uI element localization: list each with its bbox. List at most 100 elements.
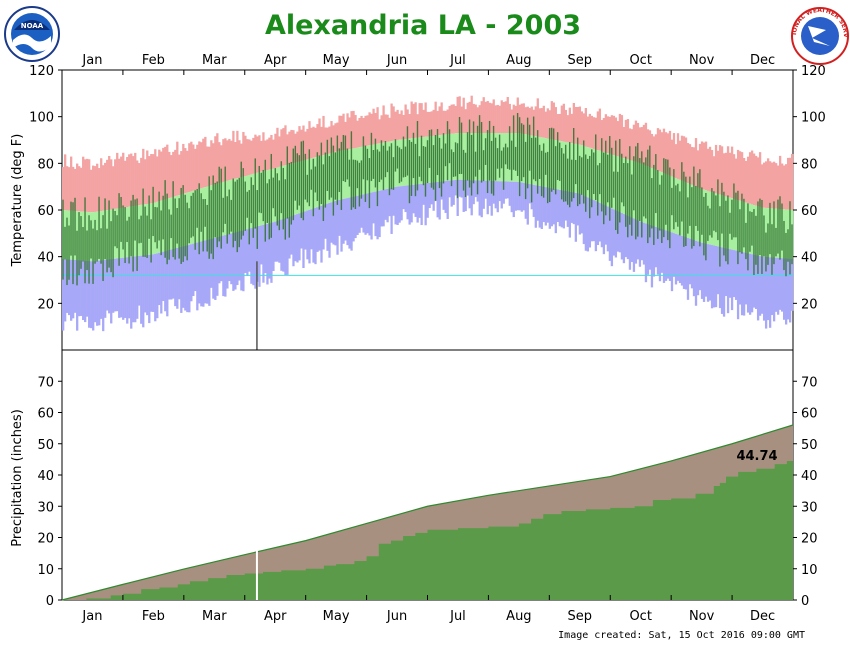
record-high-band-day bbox=[378, 119, 381, 144]
observed-temp-bar bbox=[753, 209, 755, 275]
record-low-band-day bbox=[126, 257, 129, 324]
record-low-band-day bbox=[120, 258, 123, 318]
temp-tick-label: 40 bbox=[37, 251, 54, 266]
temp-tick-label-right: 40 bbox=[801, 251, 818, 266]
record-high-band-day bbox=[686, 142, 690, 184]
record-low-band-day bbox=[730, 249, 734, 311]
observed-temp-bar bbox=[394, 139, 397, 172]
record-high-band-day bbox=[136, 160, 139, 206]
record-low-band-day bbox=[106, 259, 109, 311]
record-high-band-day bbox=[530, 106, 533, 136]
record-low-band-day bbox=[738, 251, 742, 305]
record-low-band-day bbox=[544, 187, 547, 226]
month-label-top: Dec bbox=[750, 53, 775, 68]
observed-temp-bar bbox=[548, 128, 551, 203]
observed-temp-bar bbox=[108, 200, 110, 268]
record-low-band-day bbox=[366, 193, 369, 234]
observed-temp-bar bbox=[617, 171, 619, 234]
observed-temp-bar bbox=[310, 169, 313, 190]
record-low-band-day bbox=[578, 193, 582, 235]
record-high-band-day bbox=[352, 110, 355, 149]
record-low-band-day bbox=[134, 256, 137, 323]
record-high-band-day bbox=[374, 112, 377, 145]
record-high-band-day bbox=[660, 132, 664, 173]
observed-temp-bar bbox=[130, 200, 132, 257]
observed-temp-bar bbox=[378, 151, 381, 183]
record-low-band-day bbox=[596, 201, 600, 246]
observed-temp-bar bbox=[581, 157, 583, 195]
record-low-band-day bbox=[282, 218, 285, 272]
record-high-band-day bbox=[596, 111, 600, 151]
record-high-band-day bbox=[102, 165, 105, 211]
record-high-band-day bbox=[150, 154, 153, 204]
record-low-band-day bbox=[442, 181, 445, 210]
record-high-band-day bbox=[66, 166, 69, 211]
observed-temp-bar bbox=[440, 148, 443, 197]
record-high-band-day bbox=[218, 142, 221, 184]
observed-temp-bar bbox=[400, 149, 403, 182]
record-high-band-day bbox=[758, 152, 762, 207]
observed-temp-bar bbox=[783, 220, 785, 271]
record-high-band-day bbox=[742, 157, 746, 202]
record-low-band-day bbox=[218, 236, 221, 284]
record-high-band-day bbox=[154, 149, 157, 203]
record-high-band-day bbox=[130, 153, 133, 207]
record-high-band-day bbox=[602, 117, 606, 153]
observed-temp-bar bbox=[605, 140, 607, 216]
observed-temp-bar bbox=[254, 158, 256, 229]
record-high-band-day bbox=[280, 129, 283, 167]
temp-tick-label: 20 bbox=[37, 297, 54, 312]
record-low-band-day bbox=[518, 182, 521, 211]
record-low-band-day bbox=[214, 237, 217, 300]
observed-temp-bar bbox=[681, 162, 683, 222]
record-high-band-day bbox=[480, 101, 483, 133]
record-high-band-day bbox=[576, 107, 580, 145]
record-high-band-day bbox=[674, 144, 678, 179]
observed-temp-bar bbox=[697, 173, 699, 231]
record-high-band-day bbox=[298, 126, 301, 162]
record-high-band-day bbox=[350, 111, 353, 149]
observed-temp-bar bbox=[100, 228, 102, 264]
observed-temp-bar bbox=[422, 146, 425, 186]
observed-temp-bar bbox=[448, 129, 451, 164]
record-high-band-day bbox=[486, 100, 489, 133]
record-high-band-day bbox=[702, 142, 706, 190]
record-low-band-day bbox=[66, 259, 69, 313]
observed-temp-bar bbox=[392, 157, 395, 190]
record-low-band-day bbox=[340, 199, 343, 252]
observed-temp-bar bbox=[558, 142, 561, 181]
record-high-band-day bbox=[552, 102, 555, 140]
record-low-band-day bbox=[348, 197, 351, 249]
record-low-band-day bbox=[128, 257, 131, 319]
observed-temp-bar bbox=[370, 132, 373, 182]
record-high-band-day bbox=[492, 99, 495, 133]
record-high-band-day bbox=[726, 146, 730, 198]
observed-temp-bar bbox=[661, 175, 663, 244]
precip-tick-label-right: 40 bbox=[801, 469, 818, 484]
precip-tick-label: 40 bbox=[37, 469, 54, 484]
observed-temp-bar bbox=[192, 192, 194, 237]
record-low-band-day bbox=[210, 238, 213, 288]
record-low-band-day bbox=[748, 253, 752, 315]
record-low-band-day bbox=[750, 254, 754, 313]
record-low-band-day bbox=[296, 214, 299, 263]
precip-tick-label: 0 bbox=[46, 594, 54, 609]
month-label-bottom: Jul bbox=[449, 609, 466, 624]
observed-temp-bar bbox=[623, 162, 625, 207]
observed-temp-bar bbox=[723, 191, 725, 256]
observed-temp-bar bbox=[348, 159, 351, 187]
record-low-band-day bbox=[638, 221, 642, 267]
observed-temp-bar bbox=[687, 197, 689, 234]
record-low-band-day bbox=[776, 257, 780, 315]
record-low-band-day bbox=[700, 242, 704, 299]
record-low-band-day bbox=[132, 256, 135, 323]
record-high-band-day bbox=[482, 97, 485, 133]
record-high-band-day bbox=[84, 159, 87, 212]
record-low-band-day bbox=[260, 225, 263, 265]
observed-temp-bar bbox=[248, 190, 250, 245]
observed-temp-bar bbox=[611, 147, 613, 208]
month-label-top: Oct bbox=[629, 53, 651, 68]
observed-temp-bar bbox=[779, 196, 781, 260]
record-low-band-day bbox=[170, 249, 173, 300]
month-label-top: May bbox=[323, 53, 350, 68]
